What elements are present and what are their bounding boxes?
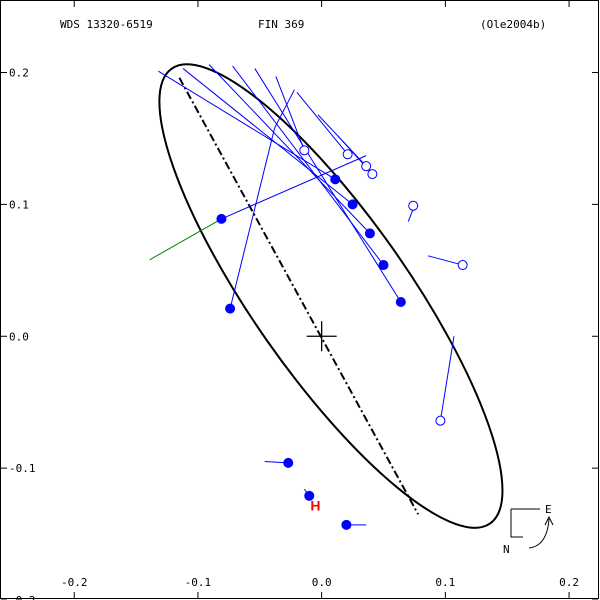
orbit-ellipse [158, 63, 504, 529]
compass-indicator: E N [503, 503, 554, 556]
open-observation-point [435, 415, 446, 426]
y-tick-label: 0.1 [9, 198, 29, 211]
residual-line-green [149, 218, 222, 261]
x-tick-label: 0.1 [435, 576, 455, 589]
compass-arrow [528, 518, 550, 549]
residual-line [182, 68, 353, 205]
filled-observation-point [304, 490, 315, 501]
residual-line [208, 64, 371, 234]
header-discoverer: FIN 369 [258, 18, 304, 31]
compass-east-label: E [545, 503, 552, 516]
residual-line [274, 89, 295, 129]
y-tick-label: 0.0 [9, 330, 29, 343]
axis-tick-labels: -0.2 -0.1 0.0 0.1 0.2 0.2 0.1 0.0 -0.1 -0.2 [9, 67, 579, 600]
open-observation-point [457, 260, 468, 271]
header-reference: (Ole2004b) [480, 18, 546, 31]
open-observation-point [299, 145, 310, 156]
marker-label-h: H [310, 497, 320, 513]
filled-observation-point [364, 228, 375, 239]
y-tick-label: -0.1 [9, 462, 36, 475]
filled-observation-point [341, 519, 352, 530]
filled-observation-point [225, 303, 236, 314]
filled-observation-point [378, 260, 389, 271]
x-tick-label: -0.2 [61, 576, 88, 589]
orbit-group [158, 63, 504, 529]
residual-line [221, 155, 367, 220]
filled-observation-point [283, 457, 294, 468]
open-observation-point [342, 149, 353, 160]
filled-observation-point [216, 213, 227, 224]
filled-observation-point [395, 296, 406, 307]
y-tick-label: 0.2 [9, 67, 29, 80]
residual-line [158, 70, 336, 180]
residual-line [439, 336, 455, 421]
compass-frame [510, 508, 540, 538]
filled-observation-point [330, 174, 341, 185]
open-observation-point [367, 169, 378, 180]
header-wds: WDS 13320-6519 [60, 18, 153, 31]
y-tick-label: -0.2 [9, 594, 36, 600]
residual-line [254, 68, 402, 303]
residual-line [229, 127, 276, 309]
compass-north-label: N [503, 543, 510, 556]
residual-line [275, 76, 305, 151]
x-tick-label: 0.0 [312, 576, 332, 589]
residual-line [296, 91, 349, 155]
points-group [216, 145, 468, 530]
x-tick-label: -0.1 [185, 576, 212, 589]
residual-line [427, 255, 463, 266]
line-of-nodes [178, 77, 420, 515]
open-observation-point [361, 161, 372, 172]
residuals-group [149, 64, 463, 526]
filled-observation-point [347, 199, 358, 210]
compass-arrowhead-icon [544, 515, 554, 526]
open-observation-point [408, 200, 419, 211]
residual-line [232, 65, 384, 266]
x-tick-label: 0.2 [559, 576, 579, 589]
